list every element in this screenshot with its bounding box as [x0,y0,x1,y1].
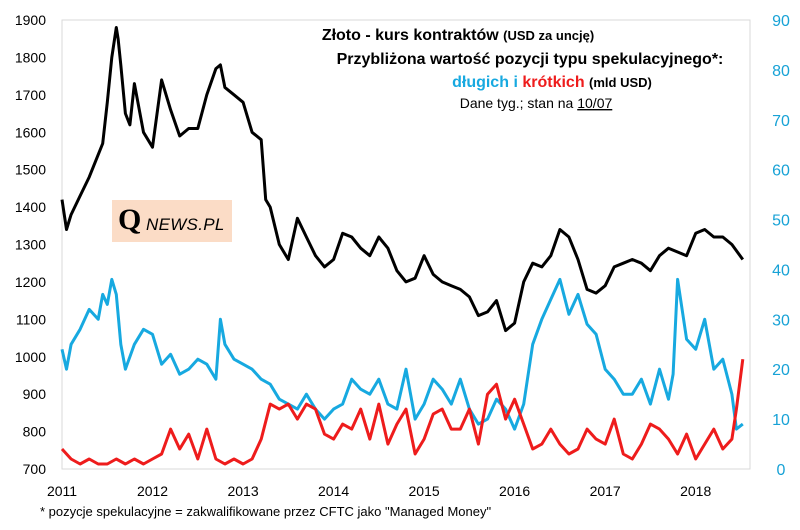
gold-price-line [60,26,745,333]
y-left-tick: 1900 [15,12,46,28]
x-tick: 2013 [227,483,258,499]
footnote: * pozycje spekulacyjne = zakwalifikowane… [40,504,492,519]
x-tick: 2011 [47,483,77,499]
y-left-tick: 1700 [15,87,46,103]
title-line1-small: (USD za uncję) [503,28,594,43]
y-right-tick: 10 [772,412,790,429]
y-left-tick: 900 [23,386,47,402]
logo-q: Q [118,203,142,236]
x-tick: 2012 [137,483,168,499]
y-left-tick: 1300 [15,237,46,253]
title-line1: Złoto - kurs kontraktów (USD za uncję) [322,27,594,44]
x-tick: 2018 [680,483,711,499]
x-tick: 2017 [590,483,621,499]
y-left-tick: 1500 [15,162,46,178]
short-positions-line [60,359,745,466]
y-left-tick: 700 [23,461,47,477]
y-right-tick: 60 [772,163,790,180]
y-left-tick: 1100 [16,311,46,327]
y-left-tick: 1000 [15,349,46,365]
plot-frame [61,19,751,470]
x-tick: 2016 [499,483,530,499]
y-right-tick: 50 [772,213,790,230]
y-right-tick: 80 [772,63,790,80]
long-positions-line [60,277,744,431]
date-value: 10/07 [577,95,612,111]
y-left-tick: 1200 [15,274,46,290]
qnews-logo: Q NEWS.PL [112,200,232,242]
y-right-tick: 70 [772,113,790,130]
x-tick: 2015 [409,483,440,499]
y-right-tick: 20 [772,362,790,379]
title-line4: Dane tyg.; stan na 10/07 [460,95,613,111]
title-line1-main: Złoto - kurs kontraktów [322,27,499,44]
y-left-tick: 1600 [15,124,46,140]
y-left-tick: 1800 [15,49,46,65]
y-left-tick: 1400 [15,199,46,215]
x-tick: 2014 [318,483,349,499]
y-right-tick: 40 [772,262,790,279]
title-line2: Przybliżona wartość pozycji typu spekula… [337,51,724,68]
y-right-tick: 90 [772,13,790,30]
y-right-tick: 30 [772,312,790,329]
y-right-tick: 0 [777,462,786,479]
date-prefix: Dane tyg.; stan na [460,95,574,111]
legend-long: długich [452,74,509,91]
y-left-tick: 800 [23,424,47,440]
title-line3: długich i krótkich (mld USD) [452,74,652,91]
legend-unit: (mld USD) [589,75,652,90]
legend-and: i [513,74,517,91]
logo-text: NEWS.PL [146,215,225,234]
legend-short: krótkich [522,74,584,91]
